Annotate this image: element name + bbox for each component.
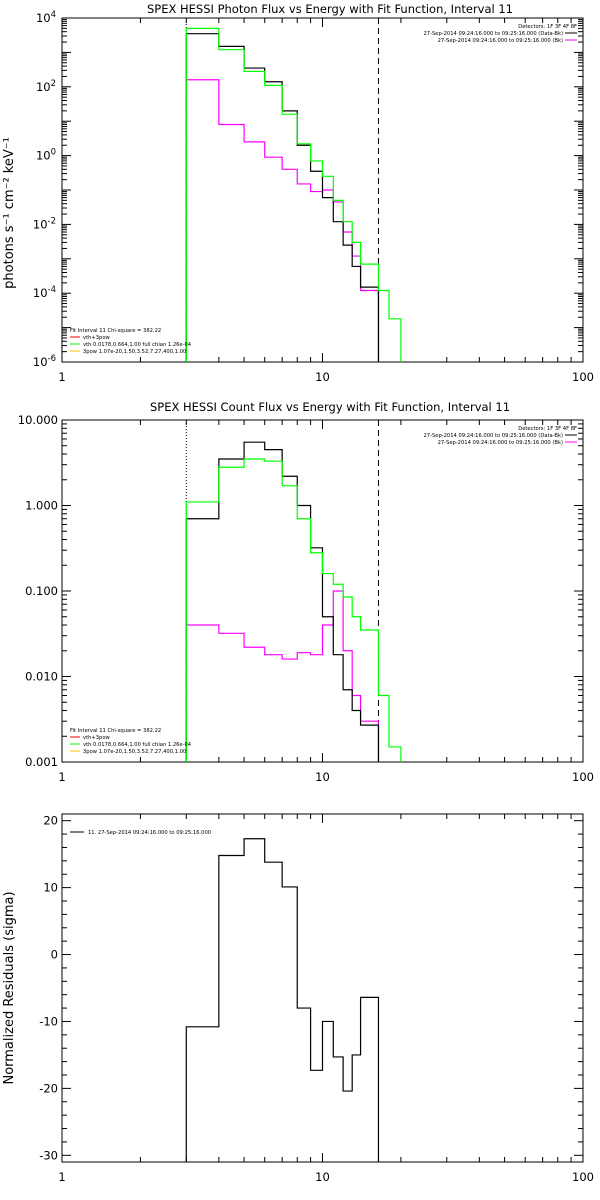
detector-legend-entry: 27-Sep-2014 09:24:16.000 to 09:25:16.000… xyxy=(423,31,563,37)
fit-legend-entry: vth 0.0178,0.664,1.00 full chian 1.26e-0… xyxy=(83,342,192,348)
x-axis: 1 10 100 xyxy=(58,420,594,784)
fit-legend-entry: vth 0.0178,0.664,1.00 full chian 1.26e-0… xyxy=(83,742,192,748)
y-tick-label: 0.100 xyxy=(25,584,58,598)
x-tick-label: 10 xyxy=(315,1170,330,1184)
series-green-line xyxy=(185,27,402,362)
residuals-panel: Normalized Residuals (sigma) 1 10 100-30-2… xyxy=(2,813,594,1184)
fit-legend: Fit Interval 11 Chi-square = 382.22vth+3… xyxy=(70,728,192,755)
x-tick-label: 100 xyxy=(572,370,594,384)
y-tick-label: 104 xyxy=(36,10,56,25)
y-tick-label: 10-4 xyxy=(33,285,56,300)
y-tick-label: 102 xyxy=(36,79,56,94)
fit-legend: Fit Interval 11 Chi-square = 382.22vth+3… xyxy=(70,328,192,355)
plot-frame xyxy=(61,813,584,1163)
y-tick-label: 10-6 xyxy=(33,354,56,369)
x-axis: 1 10 100 xyxy=(58,814,594,1184)
count-flux-plot-area: 1 10 100 0.001 0.010 0.100 1.000 10.000 Detector… xyxy=(18,413,594,784)
detector-legend-header: Detectors: 1F 3F 4F 8F xyxy=(518,426,577,432)
series-black-line xyxy=(185,838,380,1162)
series-black-line xyxy=(185,441,380,762)
detector-legend-entry: 27-Sep-2014 09:24:16.000 to 09:25:16.000… xyxy=(423,433,563,439)
y-axis: 10-6 10-4 10-2 100 102 104 xyxy=(33,10,583,369)
x-tick-label: 10 xyxy=(315,370,330,384)
residuals-legend: 11. 27-Sep-2014 09:24:16.000 to 09:25:16… xyxy=(70,830,211,836)
fit-legend-header: Fit Interval 11 Chi-square = 382.22 xyxy=(70,328,161,334)
y-tick-label: -10 xyxy=(39,1014,58,1028)
y-tick-label: 20 xyxy=(43,814,58,828)
x-tick-label: 100 xyxy=(572,770,594,784)
photon-flux-title: SPEX HESSI Photon Flux vs Energy with Fi… xyxy=(147,2,513,16)
y-tick-label: 100 xyxy=(36,148,56,163)
y-tick-label: 0 xyxy=(51,948,58,962)
x-tick-label: 10 xyxy=(315,770,330,784)
series-magenta-line xyxy=(185,590,380,762)
fit-legend-entry: vth+3pow xyxy=(83,735,111,741)
y-axis: 0.001 0.010 0.100 1.000 10.000 xyxy=(18,413,583,769)
y-axis: -30 -20 -10 0 10 20 xyxy=(39,814,583,1162)
detector-legend-entry: 27-Sep-2014 09:24:16.000 to 09:25:16.000… xyxy=(438,440,563,446)
residuals-ylabel: Normalized Residuals (sigma) xyxy=(2,891,17,1084)
y-tick-label: -20 xyxy=(39,1081,58,1095)
residuals-plot-area: 1 10 100 -30 -20 -10 0 10 20 11. 27-Sep-2014 09:2… xyxy=(39,813,594,1184)
detector-legend-header: Detectors: 1F 3F 4F 8F xyxy=(518,24,577,30)
y-tick-label: 0.001 xyxy=(25,755,58,769)
x-axis: 1 10 100 xyxy=(58,18,594,384)
series-green-line xyxy=(185,458,402,762)
y-tick-label: 10 xyxy=(43,881,58,895)
y-tick-label: 0.010 xyxy=(25,670,58,684)
count-flux-title: SPEX HESSI Count Flux vs Energy with Fit… xyxy=(150,400,510,414)
photon-flux-panel: SPEX HESSI Photon Flux vs Energy with Fi… xyxy=(2,2,594,384)
fit-legend-entry: vth+3pow xyxy=(83,335,111,341)
fit-legend-header: Fit Interval 11 Chi-square = 382.22 xyxy=(70,728,161,734)
x-tick-label: 1 xyxy=(58,1170,65,1184)
y-tick-label: 1.000 xyxy=(25,499,58,513)
detector-legend-entry: 27-Sep-2014 09:24:16.000 to 09:25:16.000… xyxy=(438,38,563,44)
fit-legend-entry: 3pow 1.07e-20,1.50,3.52,7.27,400,1.00 xyxy=(83,349,186,355)
y-tick-label: -30 xyxy=(39,1148,58,1162)
y-tick-label: 10-2 xyxy=(33,216,56,231)
y-tick-label: 10.000 xyxy=(18,413,58,427)
residuals-legend-entry: 11. 27-Sep-2014 09:24:16.000 to 09:25:16… xyxy=(88,830,211,836)
x-tick-label: 100 xyxy=(572,1170,594,1184)
x-tick-label: 1 xyxy=(58,370,65,384)
photon-flux-ylabel: photons s⁻¹ cm⁻² keV⁻¹ xyxy=(2,137,17,289)
x-tick-label: 1 xyxy=(58,770,65,784)
count-flux-panel: SPEX HESSI Count Flux vs Energy with Fit… xyxy=(18,400,594,784)
series-magenta-line xyxy=(185,79,380,362)
series-black-line xyxy=(185,33,380,362)
photon-flux-plot-area: 1 10 100 10-6 10-4 10-2 100 102 104 Detectors: 1F… xyxy=(33,10,594,384)
fit-legend-entry: 3pow 1.07e-20,1.50,3.52,7.27,400,1.00 xyxy=(83,749,186,755)
